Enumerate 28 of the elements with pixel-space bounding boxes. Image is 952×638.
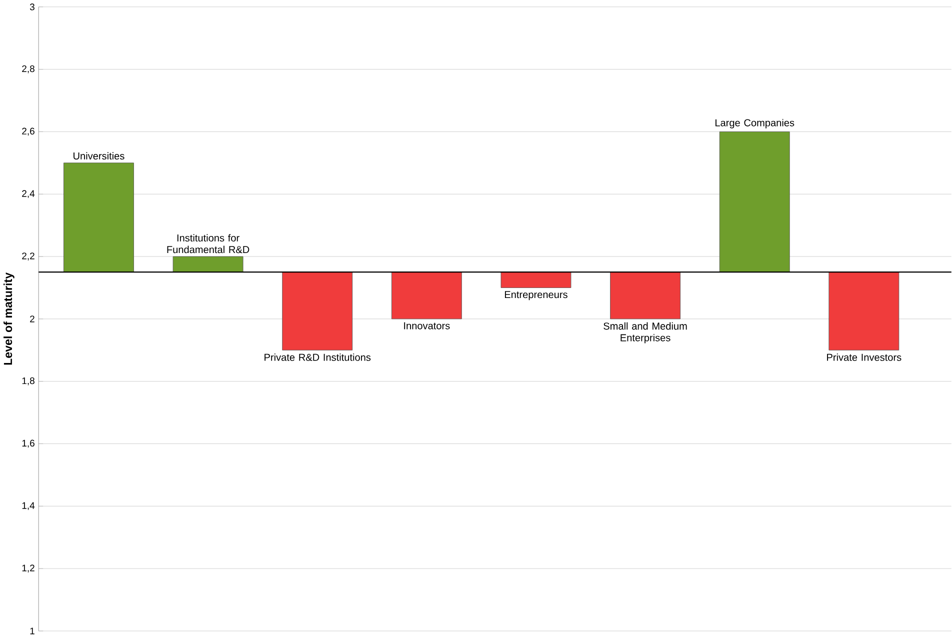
- y-tick-label: 2: [30, 316, 34, 322]
- y-tick-label: 2,2: [22, 252, 34, 261]
- x-tick-label: Private R&D Institutions: [264, 354, 371, 362]
- y-tick-label: 1: [30, 628, 34, 634]
- x-tick-label: Entrepreneurs: [504, 291, 568, 300]
- bar: [828, 272, 900, 350]
- y-tick-label: 2,4: [22, 190, 35, 198]
- bar: [64, 162, 134, 272]
- y-tick-label: 1,2: [22, 564, 34, 573]
- x-tick-label: Universities: [74, 152, 124, 160]
- x-tick-label: Private Investors: [827, 354, 902, 362]
- bar: [282, 272, 353, 350]
- bar: [610, 272, 680, 320]
- y-tick-label: 2,8: [22, 65, 34, 74]
- y-axis-title: Level of maturity: [4, 272, 14, 365]
- x-tick-label: Innovators: [404, 322, 450, 330]
- bar: [391, 272, 462, 320]
- bar: [500, 272, 572, 288]
- bar: [719, 132, 790, 272]
- bar: [172, 256, 244, 272]
- y-tick-label: 1,6: [22, 440, 34, 448]
- y-tick-label: 2,6: [22, 128, 34, 136]
- y-tick-label: 1,8: [22, 378, 34, 386]
- y-tick-label: 1,4: [22, 502, 35, 510]
- x-tick-label: Institutions for Fundamental R&D: [167, 234, 250, 254]
- y-tick-label: 3: [30, 4, 34, 10]
- x-tick-label: Large Companies: [716, 119, 794, 128]
- x-tick-label: Small and Medium Enterprises: [604, 322, 687, 344]
